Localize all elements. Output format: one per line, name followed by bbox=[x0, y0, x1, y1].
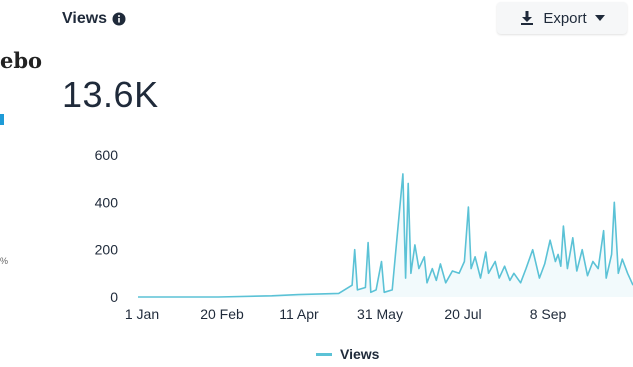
x-tick-label: 20 Jul bbox=[444, 306, 481, 322]
page-title: Views bbox=[62, 10, 108, 27]
chart-legend[interactable]: Views bbox=[316, 346, 379, 362]
export-label: Export bbox=[543, 9, 587, 27]
x-tick-label: 20 Feb bbox=[200, 306, 244, 322]
x-tick-label: 8 Sep bbox=[530, 306, 567, 322]
sidebar-partial-heading: ebo bbox=[0, 48, 43, 73]
total-views-value: 13.6K bbox=[62, 74, 159, 115]
x-tick-label: 31 May bbox=[357, 306, 403, 322]
x-tick-label: 1 Jan bbox=[125, 306, 159, 322]
x-tick-label: 11 Apr bbox=[279, 306, 319, 322]
sidebar-partial-percent: % bbox=[0, 256, 9, 266]
legend-label: Views bbox=[340, 346, 380, 362]
download-icon bbox=[519, 10, 535, 26]
y-tick-label: 400 bbox=[95, 194, 119, 210]
export-button[interactable]: Export bbox=[497, 2, 627, 34]
legend-swatch bbox=[316, 352, 332, 356]
series-line-views[interactable] bbox=[138, 173, 633, 298]
series-area-views bbox=[138, 173, 633, 297]
views-header: Views bbox=[62, 10, 126, 28]
y-tick-label: 600 bbox=[95, 147, 119, 163]
sidebar-active-marker bbox=[0, 114, 4, 125]
caret-down-icon bbox=[594, 15, 605, 21]
info-circle-icon[interactable] bbox=[112, 12, 126, 26]
y-tick-label: 0 bbox=[110, 289, 118, 305]
views-line-chart: 0 200 400 600 1 Jan 20 Feb 11 Apr 31 May 20 Jul 8… bbox=[95, 147, 633, 322]
y-tick-label: 200 bbox=[95, 242, 119, 258]
